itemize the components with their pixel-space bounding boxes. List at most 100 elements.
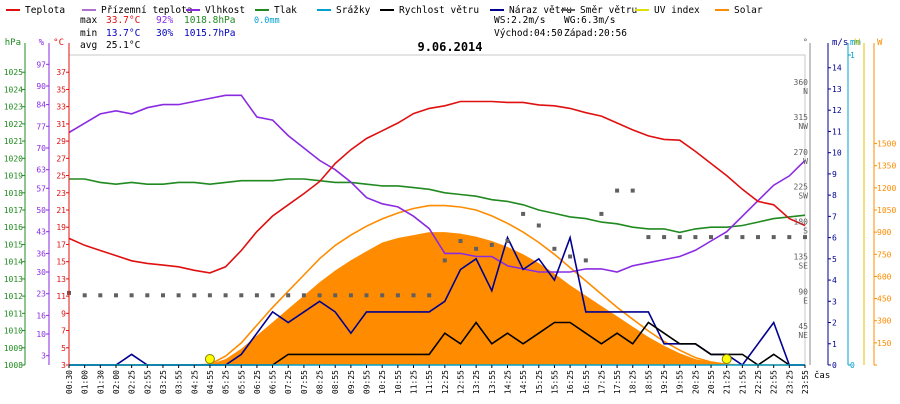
wind-direction-point [489,242,494,247]
plot-layer [67,54,807,367]
pressure-tick-label: 1014 [4,258,23,267]
wind-tick-label: 5 [832,255,837,264]
wind-tick-label: 10 [832,149,842,158]
pressure-tick-label: 1019 [4,172,23,181]
stats-min-label: min [80,28,97,39]
x-tick-label: 21:25 [723,370,732,394]
legend-label: Přízemní teplota [101,5,193,16]
pressure-tick-label: 1024 [4,85,23,94]
humidity-tick-label: 3 [41,352,46,361]
stats-max-temp: 33.7°C [106,15,140,26]
solar-tick-label: 1500 [877,140,896,149]
x-tick-label: 08:55 [331,370,340,394]
solar-tick-label: 1350 [877,162,896,171]
temperature-tick-label: 35 [56,85,66,94]
wind-direction-point [114,293,118,298]
solar-tick-label: 600 [877,272,892,281]
temperature-tick-label: 17 [56,240,66,249]
temperature-tick-label: 13 [56,275,66,284]
rain-tick-label: 1 [850,51,855,60]
wind-direction-point [82,293,87,298]
wind-direction-point [207,293,212,298]
x-tick-label: 07:55 [300,370,309,394]
pressure-tick-label: 1018 [4,189,23,198]
wind-direction-point [693,235,698,240]
wind-direction-point [301,293,306,298]
wind-axis-label: m/s [832,38,848,48]
x-tick-label: 03:55 [175,370,184,394]
humidity-tick-label: 57 [36,184,46,193]
pressure-tick-label: 1015 [4,240,23,249]
wind-tick-label: 3 [832,297,837,306]
pressure-tick-label: 1009 [4,344,23,353]
x-tick-label: 17:25 [597,370,606,394]
stats-sunrise: Východ:04:50 [494,28,563,39]
x-tick-label: 12:25 [441,370,450,394]
uv-axis-label: W [855,38,861,48]
temperature-tick-label: 21 [56,206,66,215]
uv-sun-marker [204,354,215,364]
x-tick-label: 13:55 [488,370,497,394]
direction-compass-label: SW [798,192,808,201]
wind-direction-point [364,293,369,298]
pressure-tick-label: 1020 [4,154,23,163]
direction-tick-label: 360 [794,78,809,87]
temperature-tick-label: 33 [56,103,66,112]
x-tick-label: 18:55 [644,370,653,394]
wind-direction-point [411,293,416,298]
temperature-tick-label: 27 [56,154,66,163]
x-tick-label: 03:25 [159,370,168,394]
wind-direction-point [787,235,792,240]
wind-direction-point [662,235,667,240]
x-tick-label: 08:25 [316,370,325,394]
wind-direction-point [223,293,228,298]
wind-direction-point [646,235,651,240]
direction-axis-label: ° [803,38,808,48]
uv-sun-marker [721,354,732,364]
humidity-tick-label: 16 [36,311,46,320]
legend-label: Rychlost větru [399,5,479,16]
direction-tick-label: 315 [794,113,809,122]
wind-tick-label: 12 [832,106,842,115]
wind-direction-point [599,211,604,216]
humidity-axis-label: % [39,38,45,48]
wind-direction-point [317,293,322,298]
wind-direction-point [724,235,729,240]
wind-direction-point [740,235,745,240]
legend-label: UV index [654,5,700,16]
direction-compass-label: NW [798,122,808,131]
x-tick-label: 06:55 [269,370,278,394]
legend-label: Tlak [274,5,297,16]
x-tick-label: 19:55 [676,370,685,394]
direction-compass-label: S [803,227,808,236]
x-tick-label: 15:55 [550,370,559,394]
wind-tick-label: 6 [832,234,837,243]
temperature-tick-label: 7 [61,327,66,336]
temperature-tick-label: 25 [56,172,66,181]
stats-min-pressure: 1015.7hPa [184,28,235,39]
wind-direction-point [254,293,259,298]
humidity-tick-label: 43 [36,228,46,237]
x-tick-label: 18:25 [629,370,638,394]
wind-direction-point [677,235,682,240]
x-tick-label: 23:25 [785,370,794,394]
wind-tick-label: 8 [832,191,837,200]
stats-max-humidity: 92% [156,15,173,26]
direction-tick-label: 180 [794,218,809,227]
temperature-line [68,100,806,274]
direction-tick-label: 225 [794,183,809,192]
rain-tick-label: 0 [850,361,855,370]
stats-wind-gust: WG:6.3m/s [564,15,615,26]
wind-direction-point [505,239,510,243]
legend-label: Solar [734,5,763,16]
wind-direction-point [630,188,635,193]
wind-tick-label: 2 [832,319,837,328]
x-tick-label: 06:25 [253,370,262,394]
direction-compass-label: SE [798,261,808,270]
humidity-line [68,94,806,273]
stats-max-label: max [80,15,97,26]
wind-direction-point [348,293,353,298]
wind-direction-point [552,246,557,251]
x-tick-label: 10:55 [394,370,403,394]
wind-direction-point [568,254,573,259]
